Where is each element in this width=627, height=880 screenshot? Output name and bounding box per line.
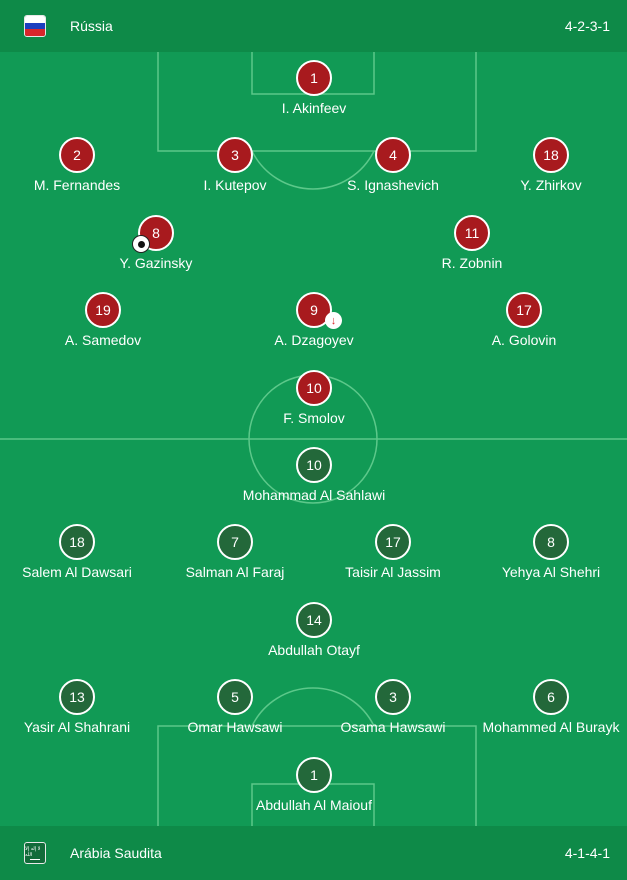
player-number-badge: 10: [296, 370, 332, 406]
player-number-badge: 4: [375, 137, 411, 173]
player-away-omar-hawsawi[interactable]: 5 Omar Hawsawi: [150, 679, 320, 735]
player-home-fernandes[interactable]: 2 M. Fernandes: [0, 137, 162, 193]
player-name: R. Zobnin: [441, 255, 503, 271]
away-formation: 4-1-4-1: [564, 845, 610, 861]
player-name: Salem Al Dawsari: [22, 564, 132, 580]
home-formation: 4-2-3-1: [564, 18, 610, 34]
player-name: Osama Hawsawi: [340, 719, 446, 735]
player-away-osama-hawsawi[interactable]: 3 Osama Hawsawi: [308, 679, 478, 735]
player-home-zhirkov[interactable]: 18 Y. Zhirkov: [466, 137, 627, 193]
player-number-badge: 5: [217, 679, 253, 715]
player-name: F. Smolov: [283, 410, 345, 426]
player-name: Mohammad Al Sahlawi: [242, 487, 386, 503]
player-away-al-sahlawi[interactable]: 10 Mohammad Al Sahlawi: [229, 447, 399, 503]
player-number-badge: 8: [533, 524, 569, 560]
player-away-al-burayk[interactable]: 6 Mohammed Al Burayk: [466, 679, 627, 735]
player-home-ignashevich[interactable]: 4 S. Ignashevich: [308, 137, 478, 193]
player-name: M. Fernandes: [33, 177, 121, 193]
player-away-al-dawsari[interactable]: 18 Salem Al Dawsari: [0, 524, 162, 580]
player-name: Abdullah Otayf: [268, 642, 360, 658]
player-away-al-maiouf[interactable]: 1 Abdullah Al Maiouf: [229, 757, 399, 813]
player-number-badge: 11: [454, 215, 490, 251]
player-home-golovin[interactable]: 17 A. Golovin: [439, 292, 609, 348]
player-name: Yasir Al Shahrani: [23, 719, 131, 735]
player-home-akinfeev[interactable]: 1 I. Akinfeev: [229, 60, 399, 116]
player-name: A. Dzagoyev: [274, 332, 354, 348]
player-away-al-shehri[interactable]: 8 Yehya Al Shehri: [466, 524, 627, 580]
player-number-badge: 13: [59, 679, 95, 715]
player-name: A. Golovin: [491, 332, 557, 348]
player-name: Y. Zhirkov: [520, 177, 582, 193]
player-number-badge: 17: [375, 524, 411, 560]
player-away-al-faraj[interactable]: 7 Salman Al Faraj: [150, 524, 320, 580]
player-number-badge: 1: [296, 757, 332, 793]
player-number-badge: 3: [217, 137, 253, 173]
home-team-name: Rússia: [70, 18, 113, 34]
player-number-badge: 14: [296, 602, 332, 638]
player-name: Taisir Al Jassim: [345, 564, 441, 580]
player-name: Yehya Al Shehri: [501, 564, 601, 580]
player-number-badge: 6: [533, 679, 569, 715]
player-name: S. Ignashevich: [347, 177, 439, 193]
away-team-footer: لا إله إلا الله Arábia Saudita 4-1-4-1: [0, 826, 627, 880]
substitution-out-icon: ↓: [325, 312, 342, 329]
saudi-arabia-flag-icon: لا إله إلا الله: [24, 842, 46, 864]
player-home-smolov[interactable]: 10 F. Smolov: [229, 370, 399, 426]
player-number-badge: 17: [506, 292, 542, 328]
player-name: Y. Gazinsky: [119, 255, 193, 271]
goal-ball-icon: [132, 235, 150, 253]
russia-flag-icon: [24, 15, 46, 37]
player-name: I. Akinfeev: [281, 100, 347, 116]
player-name: A. Samedov: [64, 332, 142, 348]
player-number-badge: 10: [296, 447, 332, 483]
player-number-badge: 7: [217, 524, 253, 560]
pitch: 1 I. Akinfeev 2 M. Fernandes 3 I. Kutepo…: [0, 52, 627, 826]
player-name: Mohammed Al Burayk: [482, 719, 620, 735]
player-home-zobnin[interactable]: 11 R. Zobnin: [387, 215, 557, 271]
player-name: Omar Hawsawi: [187, 719, 283, 735]
player-number-badge: 8: [132, 215, 174, 253]
player-away-al-shahrani[interactable]: 13 Yasir Al Shahrani: [0, 679, 162, 735]
away-team-name: Arábia Saudita: [70, 845, 162, 861]
player-home-gazinsky[interactable]: 8 Y. Gazinsky: [71, 215, 241, 271]
pitch-markings: [0, 52, 627, 826]
player-number-badge: 1: [296, 60, 332, 96]
player-away-otayf[interactable]: 14 Abdullah Otayf: [229, 602, 399, 658]
player-number-badge: 2: [59, 137, 95, 173]
player-number-badge: 9 ↓: [296, 292, 342, 329]
player-name: Salman Al Faraj: [185, 564, 285, 580]
player-name: I. Kutepov: [203, 177, 267, 193]
player-number-badge: 18: [59, 524, 95, 560]
player-home-samedov[interactable]: 19 A. Samedov: [18, 292, 188, 348]
player-number-badge: 18: [533, 137, 569, 173]
player-away-al-jassim[interactable]: 17 Taisir Al Jassim: [308, 524, 478, 580]
home-team-header: Rússia 4-2-3-1: [0, 0, 627, 52]
player-number-badge: 3: [375, 679, 411, 715]
player-home-dzagoyev[interactable]: 9 ↓ A. Dzagoyev: [229, 292, 399, 348]
player-name: Abdullah Al Maiouf: [256, 797, 372, 813]
player-number-badge: 19: [85, 292, 121, 328]
player-home-kutepov[interactable]: 3 I. Kutepov: [150, 137, 320, 193]
